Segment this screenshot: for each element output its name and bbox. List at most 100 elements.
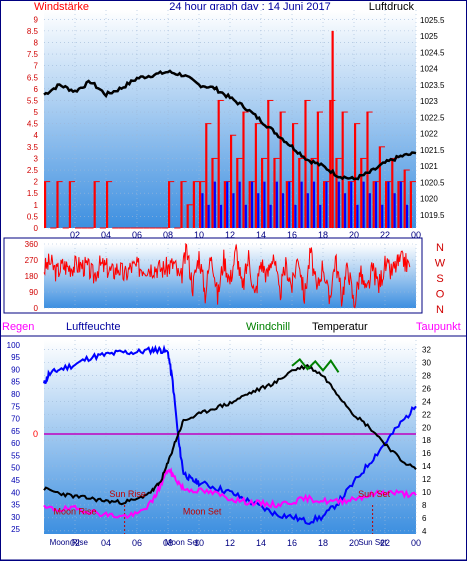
wind-gust-bar [288, 181, 291, 228]
wind-speed-bar [335, 158, 338, 228]
dewpoint-line [43, 467, 417, 520]
wind-speed-tick-label: 2 [34, 178, 39, 187]
wind-speed-bar [186, 204, 189, 228]
temperature-tick-label: 30 [422, 359, 431, 368]
wind-speed-bar [106, 181, 109, 228]
time-tick-label: 22 [380, 230, 390, 240]
wind-gust-bar [399, 181, 402, 228]
temperature-tick-label: 6 [422, 514, 427, 523]
wind-gust-bar [213, 181, 216, 228]
temperature-tick-label: 20 [422, 423, 431, 432]
temperature-line [43, 363, 417, 506]
wind-speed-bar [168, 181, 171, 228]
time-tick-label: 14 [256, 230, 266, 240]
temperature-tick-label: 24 [422, 397, 431, 406]
humidity-tick-label: 35 [11, 501, 20, 510]
wind-speed-tick-label: 8.5 [27, 27, 39, 36]
temperature-tick-label: 22 [422, 410, 431, 419]
direction-degree-label: 0 [34, 304, 39, 313]
pressure-ticks: 1019.5 1020 1020.5 1021 1021.5 1022 1022.5 1023… [420, 16, 445, 220]
direction-degree-label: 180 [25, 272, 39, 281]
humidity-tick-label: 75 [11, 402, 20, 411]
bottom-time-tick-label: 06 [132, 538, 142, 548]
wind-gust-bar [312, 181, 316, 228]
wind-gust-bar [219, 204, 223, 228]
humidity-tick-label: 30 [11, 513, 20, 522]
bottom-time-tick-label: 10 [194, 538, 204, 548]
wind-speed-bar [267, 100, 270, 228]
sun-moon-annotations: Moon Rise Sun Rise Moon Set Sun Set [53, 489, 390, 516]
wind-speed-bar [341, 112, 344, 228]
bottom-time-tick-label: 14 [256, 538, 266, 548]
wind-speed-tick-label: 5 [34, 108, 39, 117]
wind-gust-bar [337, 181, 340, 228]
windchill-label: Windchill [246, 321, 290, 333]
direction-degree-ticks: 0 90 180 270 360 [25, 240, 39, 313]
wind-gust-bar [393, 193, 396, 228]
wind-speed-tick-label: 7.5 [27, 50, 39, 59]
wind-speed-bar [254, 123, 257, 228]
pressure-tick-label: 1022 [420, 130, 438, 139]
wind-direction-line [43, 242, 411, 309]
rain-label: Regen [2, 321, 34, 333]
wind-speed-bar [304, 100, 307, 228]
wind-speed-bar [56, 181, 59, 228]
pressure-tick-label: 1024 [420, 65, 438, 74]
wind-gust-bar [263, 181, 266, 228]
wind-speed-bar [93, 181, 96, 228]
pressure-tick-label: 1022.5 [420, 113, 445, 122]
wind-gust-bar [250, 181, 254, 228]
bottom-time-tick-label: 20 [349, 538, 359, 548]
humidity-tick-label: 85 [11, 378, 20, 387]
wind-speed-bar [205, 123, 208, 228]
time-tick-label: 16 [287, 230, 297, 240]
wind-speed-tick-label: 8 [34, 38, 39, 47]
bottom-time-tick-label: 00 [411, 538, 421, 548]
wind-gust-bar [201, 193, 204, 228]
wind-gust-bar [294, 204, 297, 228]
wind-speed-bar [242, 112, 245, 228]
pressure-tick-label: 1025 [420, 32, 438, 41]
wind-gust-bar [356, 204, 359, 228]
wind-speed-tick-label: 3.5 [27, 143, 39, 152]
wind-speed-tick-label: 2.5 [27, 166, 39, 175]
time-tick-label: 02 [70, 230, 80, 240]
pressure-tick-label: 1024.5 [420, 48, 445, 57]
temperature-tick-label: 26 [422, 385, 431, 394]
temperature-tick-label: 16 [422, 449, 431, 458]
compass-label: W [435, 258, 446, 270]
temperature-tick-label: 18 [422, 436, 431, 445]
time-tick-label: 10 [194, 230, 204, 240]
direction-degree-label: 270 [25, 256, 39, 265]
wind-gust-bar [238, 181, 241, 228]
bottom-time-tick-label: 04 [101, 538, 111, 548]
wind-speed-bar [236, 158, 239, 228]
wind-gust-bar [306, 193, 309, 228]
humidity-tick-label: 95 [11, 353, 20, 362]
pressure-tick-label: 1025.5 [420, 16, 445, 25]
wind-pressure-grid [44, 10, 417, 229]
temperature-label: Temperatur [312, 321, 368, 333]
wind-speed-tick-label: 5.5 [27, 96, 39, 105]
pressure-tick-label: 1021 [420, 162, 438, 171]
wind-speed-bar [273, 158, 276, 228]
time-tick-label: 04 [101, 230, 111, 240]
wind-speed-bar [366, 112, 369, 228]
compass-label: O [436, 289, 445, 301]
direction-degree-label: 90 [29, 288, 38, 297]
wind-gust-bar [350, 181, 353, 228]
wind-speed-bar [397, 181, 400, 228]
wind-gust-bar [387, 181, 390, 228]
wind-speed-bar [360, 158, 363, 228]
wind-speed-tick-label: 1.5 [27, 189, 39, 198]
wind-speed-bar [403, 170, 406, 228]
wind-gust-bar [300, 181, 303, 228]
sun-moon-annotation: Sun Rise [109, 489, 146, 499]
sun-moon-annotation: Moon Set [183, 506, 222, 516]
wind-gust-bar [257, 193, 260, 228]
wind-speed-bar [354, 123, 357, 228]
humidity-tick-label: 70 [11, 415, 20, 424]
time-tick-label: 18 [318, 230, 328, 240]
wind-gust-bar [405, 204, 409, 228]
